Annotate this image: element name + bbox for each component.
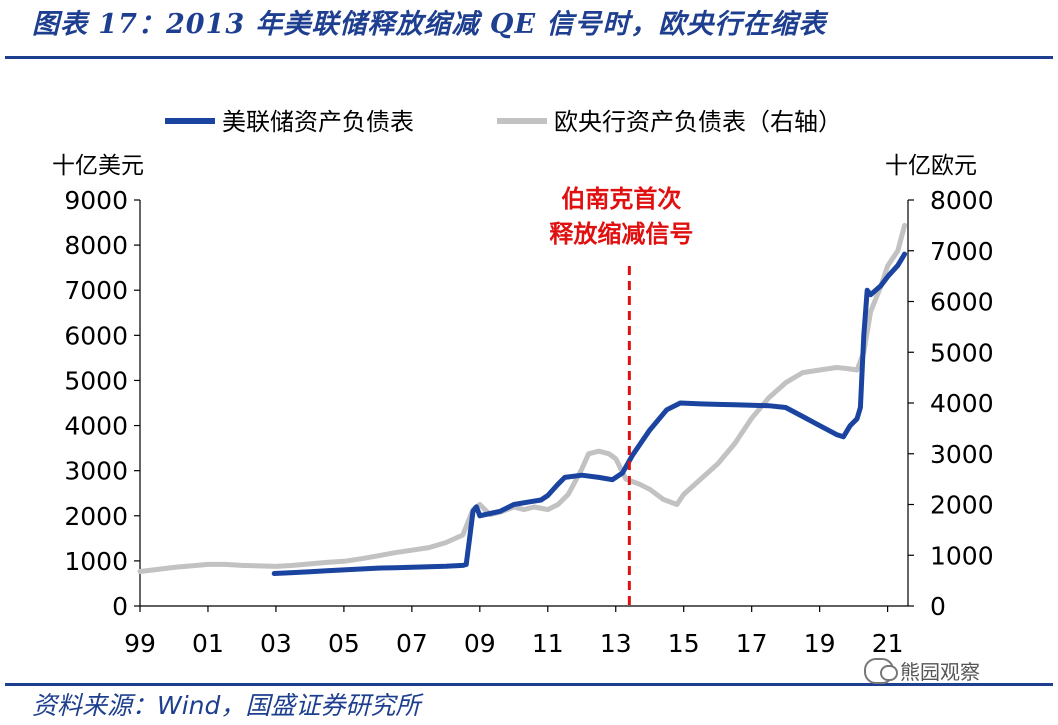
legend-label-ecb: 欧央行资产负债表（右轴） (554, 108, 842, 136)
x-tick-label: 01 (192, 629, 224, 658)
ecb-series-line (137, 222, 908, 574)
left-tick-label: 4000 (64, 412, 128, 441)
x-tick-label: 19 (804, 629, 836, 658)
left-tick-label: 5000 (64, 366, 128, 395)
top-rule (5, 56, 1053, 59)
x-tick-label: 05 (328, 629, 360, 658)
right-tick-label: 2000 (930, 491, 994, 520)
left-tick-label: 9000 (64, 186, 128, 215)
annotation-label: 释放缩减信号 (549, 220, 693, 248)
right-tick-label: 4000 (930, 389, 994, 418)
left-tick-label: 6000 (64, 321, 128, 350)
right-tick-label: 1000 (930, 541, 994, 570)
right-tick-label: 3000 (930, 440, 994, 469)
left-tick-label: 7000 (64, 276, 128, 305)
watermark-label: 熊园观察 (900, 660, 980, 684)
fed-series-line (271, 251, 908, 576)
right-tick-label: 7000 (930, 237, 994, 266)
x-tick-label: 09 (464, 629, 496, 658)
axes (139, 200, 909, 607)
left-tick-label: 3000 (64, 457, 128, 486)
left-tick-label: 2000 (64, 502, 128, 531)
chart-title: 图表 17：2013 年美联储释放缩减 QE 信号时，欧央行在缩表 (32, 9, 827, 40)
x-tick-label: 03 (260, 629, 292, 658)
right-tick-label: 0 (930, 592, 946, 621)
x-tick-label: 07 (396, 629, 428, 658)
left-tick-label: 8000 (64, 231, 128, 260)
x-axis-ticks: 99 01 03 05 07 09 11 13 15 17 19 21 (124, 606, 904, 658)
chart-area: 美联储资产负债表 欧央行资产负债表（右轴） 十亿美元 十亿欧元 0 1000 200… (52, 108, 994, 658)
right-tick-label: 5000 (930, 338, 994, 367)
source-note: 资料来源：Wind，国盛证券研究所 (32, 691, 421, 720)
right-tick-label: 8000 (930, 186, 994, 215)
right-axis-ticks: 0 1000 2000 3000 4000 5000 6000 7000 8000 (908, 186, 994, 621)
left-axis-unit: 十亿美元 (52, 153, 144, 179)
series-layer (137, 222, 908, 576)
annotation-label: 伯南克首次 (561, 185, 681, 213)
legend: 美联储资产负债表 欧央行资产负债表（右轴） (165, 108, 842, 136)
left-axis-ticks: 0 1000 2000 3000 4000 5000 6000 7000 8000 9000 (64, 186, 140, 621)
x-tick-label: 17 (736, 629, 768, 658)
legend-label-fed: 美联储资产负债表 (222, 108, 414, 136)
wechat-icon (864, 657, 898, 684)
x-tick-label: 15 (668, 629, 700, 658)
right-tick-label: 6000 (930, 288, 994, 317)
bottom-rule (5, 683, 1053, 686)
x-tick-label: 99 (124, 629, 156, 658)
right-axis-unit: 十亿欧元 (885, 153, 977, 179)
left-tick-label: 0 (112, 592, 128, 621)
x-tick-label: 11 (532, 629, 564, 658)
watermark: 熊园观察 (864, 656, 980, 685)
left-tick-label: 1000 (64, 547, 128, 576)
x-tick-label: 21 (872, 629, 904, 658)
x-tick-label: 13 (600, 629, 632, 658)
